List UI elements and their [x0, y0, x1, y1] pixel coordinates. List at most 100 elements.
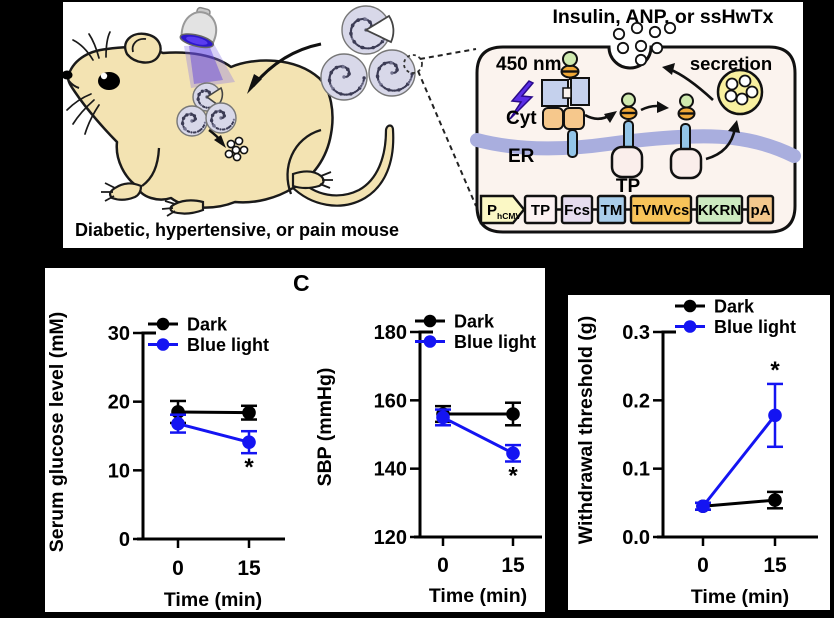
- svg-text:Fcs: Fcs: [564, 202, 590, 219]
- secretory-vesicle: [716, 68, 764, 116]
- svg-text:0: 0: [119, 529, 130, 551]
- construct-promoter-subscript: hCMV: [497, 211, 521, 221]
- svg-text:0: 0: [172, 557, 184, 580]
- svg-text:Dark: Dark: [454, 312, 495, 332]
- dashed-magnifier-line-top: [419, 48, 477, 60]
- svg-text:Blue light: Blue light: [454, 332, 536, 352]
- data-point: [436, 410, 450, 425]
- panel-label-c: C: [293, 270, 310, 296]
- svg-text:15: 15: [237, 557, 261, 580]
- svg-text:pA: pA: [751, 202, 771, 219]
- svg-text:TM: TM: [601, 202, 623, 219]
- construct-segment-tvmvcs: [629, 194, 693, 225]
- svg-text:160: 160: [374, 390, 407, 412]
- construct-promoter: [479, 194, 526, 225]
- mouse-tail: [289, 124, 395, 207]
- svg-text:Time (min): Time (min): [691, 586, 789, 608]
- construct-promoter-label: P: [487, 202, 497, 219]
- chart: 120 140 160 180 0 15 Time (min) SBP (mmHg) DarkB…: [314, 312, 542, 607]
- svg-text:Time (min): Time (min): [164, 589, 262, 611]
- svg-text:180: 180: [374, 322, 407, 344]
- chart: 0 10 20 30 0 15 Time (min) Serum glucose level …: [46, 312, 285, 611]
- data-point: [768, 493, 782, 507]
- cyt-label: Cyt: [506, 108, 537, 129]
- svg-text:Blue light: Blue light: [187, 335, 269, 355]
- cell-title: Insulin, ANP, or ssHwTx: [552, 6, 773, 28]
- dashed-magnifier-line-bottom: [417, 70, 477, 207]
- capsule-zoom-group: [320, 5, 423, 101]
- mouse-whiskers: [66, 31, 111, 135]
- data-point: [506, 407, 520, 421]
- gene-construct: P hCMV TP Fcs TM TVMVcs KKRN pA: [479, 194, 775, 225]
- er-label: ER: [508, 146, 535, 167]
- svg-text:*: *: [770, 357, 780, 384]
- svg-text:Dark: Dark: [187, 315, 228, 335]
- svg-text:TVMVcs: TVMVcs: [633, 203, 689, 219]
- svg-text:10: 10: [108, 460, 130, 482]
- photoreceptor: [541, 51, 590, 107]
- er-membrane: [470, 129, 801, 163]
- svg-text:20: 20: [108, 392, 130, 414]
- withdrawal-threshold-chart: 0.0 0.1 0.2 0.3 0 15 Time (min) Withdrawal thre…: [575, 297, 818, 608]
- svg-text:Serum glucose level (mM): Serum glucose level (mM): [46, 312, 68, 553]
- construct-segment-tp: [523, 194, 558, 225]
- chart: 0.0 0.1 0.2 0.3 0 15 Time (min) Withdrawal thre…: [575, 297, 818, 608]
- svg-text:0: 0: [437, 554, 449, 577]
- svg-text:Withdrawal threshold (g): Withdrawal threshold (g): [575, 316, 597, 544]
- svg-text:0.2: 0.2: [622, 390, 650, 412]
- cell-diagram: Insulin, ANP, or ssHwTx 450 nm: [470, 6, 801, 234]
- svg-text:120: 120: [374, 527, 407, 549]
- glucose-and-sbp-charts: 0 10 20 30 0 15 Time (min) Serum glucose level …: [46, 312, 542, 611]
- implant-capsules: [176, 82, 237, 137]
- data-point: [242, 435, 256, 449]
- construct-segment-fcs: [560, 194, 594, 225]
- data-point: [768, 408, 782, 423]
- mouse-front-paw: [108, 182, 143, 201]
- svg-text:15: 15: [501, 554, 525, 577]
- svg-text:*: *: [508, 462, 518, 489]
- secreted-proteins: [612, 21, 677, 67]
- blue-light-beam: [184, 44, 235, 88]
- lightning-bolt-icon: [509, 80, 535, 120]
- svg-text:SBP (mmHg): SBP (mmHg): [314, 368, 336, 487]
- top-illustration-panel: Diabetic, hypertensive, or pain mouse In…: [63, 2, 803, 248]
- mouse-caption: Diabetic, hypertensive, or pain mouse: [75, 220, 399, 240]
- tp-label: TP: [616, 176, 641, 197]
- svg-text:0.3: 0.3: [622, 322, 650, 344]
- svg-text:15: 15: [763, 554, 787, 577]
- data-point: [506, 446, 520, 461]
- svg-text:0.0: 0.0: [622, 527, 650, 549]
- svg-text:0.1: 0.1: [622, 459, 650, 481]
- svg-text:Time (min): Time (min): [429, 585, 527, 607]
- construct-segment-tm: [596, 194, 627, 225]
- svg-text:0: 0: [697, 554, 709, 577]
- illustration-svg: Diabetic, hypertensive, or pain mouse In…: [63, 5, 801, 240]
- svg-text:*: *: [244, 454, 254, 481]
- svg-text:Dark: Dark: [714, 297, 755, 317]
- charts-panel-left: C 0 10 20 30 0 15 Time (min) Serum glucose leve…: [45, 268, 545, 612]
- data-point: [696, 499, 710, 514]
- mouse-ear-front: [124, 32, 162, 64]
- construct-segment-pa: [746, 194, 775, 225]
- magnifier-circle: [403, 54, 423, 74]
- svg-text:30: 30: [108, 323, 130, 345]
- tp-protein-right: [669, 93, 703, 180]
- cargo-protein: [562, 51, 578, 67]
- secretion-label: secretion: [690, 53, 772, 74]
- secreted-molecules: [224, 136, 249, 162]
- svg-text:Blue light: Blue light: [714, 317, 796, 337]
- cyt-protein: [542, 107, 585, 158]
- svg-text:TP: TP: [531, 202, 550, 219]
- svg-text:140: 140: [374, 459, 407, 481]
- charts-panel-right: 0.0 0.1 0.2 0.3 0 15 Time (min) Withdrawal thre…: [568, 295, 830, 610]
- svg-text:KKRN: KKRN: [698, 202, 741, 219]
- tp-protein-middle: [610, 92, 644, 179]
- construct-segment-kkrn: [695, 194, 744, 225]
- data-point: [171, 416, 185, 431]
- lamp-icon: [179, 6, 218, 49]
- mouse-nose: [63, 70, 73, 80]
- mouse-rear-foot: [291, 170, 325, 190]
- light-label: 450 nm: [496, 54, 561, 75]
- data-point: [242, 405, 256, 420]
